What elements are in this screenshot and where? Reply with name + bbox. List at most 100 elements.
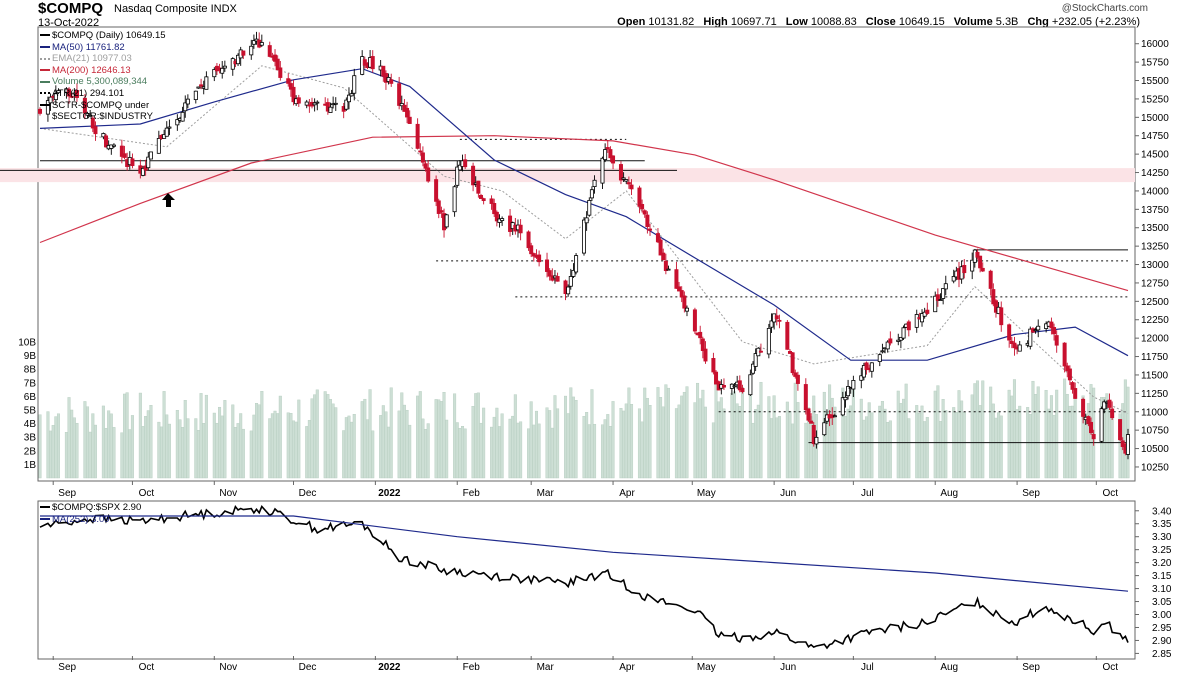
candle-body bbox=[1099, 408, 1104, 442]
candle-body bbox=[547, 270, 552, 277]
candle-body bbox=[286, 78, 291, 84]
volume-bar bbox=[474, 393, 478, 479]
volume-bar bbox=[1052, 414, 1056, 479]
volume-bar bbox=[1071, 405, 1075, 479]
brand-watermark: @StockCharts.com bbox=[1061, 3, 1148, 14]
date-tick-label: May bbox=[697, 488, 716, 499]
candle-body bbox=[1081, 398, 1086, 417]
volume-bar bbox=[286, 412, 290, 479]
ma50-line bbox=[39, 68, 1129, 361]
volume-bar bbox=[278, 395, 282, 479]
candle-body bbox=[74, 90, 79, 98]
volume-bar bbox=[352, 414, 356, 479]
volume-bar bbox=[994, 417, 998, 479]
volume-bar bbox=[120, 432, 124, 479]
ratio-tick-label: 3.00 bbox=[1152, 610, 1172, 621]
candle-body bbox=[405, 107, 410, 118]
legend-text: SCTR-$COMPQ under bbox=[52, 99, 150, 111]
volume-bar bbox=[439, 401, 443, 479]
volume-bar bbox=[461, 426, 465, 479]
candle-body bbox=[69, 95, 74, 98]
volume-bar bbox=[1015, 409, 1019, 479]
price-tick-label: 11750 bbox=[1141, 352, 1169, 363]
volume-bar bbox=[627, 387, 631, 479]
volume-bar bbox=[534, 410, 538, 479]
candle-body bbox=[90, 117, 95, 129]
price-tick-label: 12750 bbox=[1141, 278, 1169, 289]
volume-bar bbox=[231, 404, 235, 479]
candle-body bbox=[529, 245, 534, 255]
candle-body bbox=[267, 45, 272, 57]
candle-body bbox=[645, 214, 650, 228]
ratio-path bbox=[39, 504, 1129, 650]
candle-body bbox=[349, 93, 354, 97]
ratio-tick-label: 3.20 bbox=[1152, 558, 1172, 569]
volume-bar bbox=[276, 413, 280, 479]
candle-body bbox=[436, 200, 441, 214]
volume-bar bbox=[981, 380, 985, 479]
candle-body bbox=[420, 152, 425, 163]
date-tick-label: 2022 bbox=[378, 488, 401, 499]
volume-bar bbox=[548, 410, 552, 479]
ratio-line bbox=[39, 504, 1129, 650]
volume-bar bbox=[109, 413, 113, 479]
volume-bar bbox=[637, 408, 641, 479]
candle-body bbox=[196, 86, 201, 89]
legend-entry: SCTR-$COMPQ under bbox=[40, 100, 166, 112]
candle-body bbox=[236, 54, 241, 65]
volume-bar bbox=[630, 404, 634, 479]
volume-bar bbox=[379, 415, 383, 479]
candle-body bbox=[896, 339, 901, 342]
legend-text: ATR(21) 294.101 bbox=[52, 87, 125, 99]
volume-bar bbox=[1110, 416, 1114, 479]
volume-bar bbox=[331, 403, 335, 479]
volume-bar bbox=[933, 390, 937, 479]
volume-bar bbox=[939, 421, 943, 479]
candle-body bbox=[914, 314, 919, 328]
candle-body bbox=[1052, 327, 1057, 335]
volume-bar bbox=[527, 428, 531, 479]
date-tick-label: Oct bbox=[1103, 662, 1119, 673]
volume-bar bbox=[389, 387, 393, 479]
volume-bar bbox=[804, 422, 808, 479]
high-label: High bbox=[703, 16, 728, 28]
volume-bar bbox=[513, 394, 517, 479]
volume-bar bbox=[196, 430, 200, 479]
date-tick-label: Sep bbox=[58, 662, 76, 673]
candle-body bbox=[777, 319, 782, 322]
volume-bar bbox=[585, 412, 589, 479]
volume-bar bbox=[1073, 396, 1077, 479]
candle-body bbox=[537, 254, 542, 263]
chart-name: Nasdaq Composite INDX bbox=[114, 3, 237, 15]
candle-body bbox=[175, 119, 180, 126]
candle-body bbox=[476, 180, 481, 194]
volume-axis: 1B 2B 3B 4B 5B 6B 7B 8B 9B 10B bbox=[18, 338, 36, 471]
volume-bar bbox=[313, 394, 317, 479]
volume-bar bbox=[54, 416, 58, 479]
volume-bar bbox=[888, 420, 892, 479]
volume-bar bbox=[51, 425, 55, 479]
candle-body bbox=[140, 167, 145, 176]
candle-body bbox=[251, 40, 256, 45]
price-tick-label: 13250 bbox=[1141, 242, 1169, 253]
volume-bar bbox=[564, 395, 568, 479]
volume-bar bbox=[268, 418, 272, 479]
volume-bar bbox=[1047, 408, 1051, 479]
candle-body bbox=[774, 315, 779, 320]
price-tick-label: 15750 bbox=[1141, 58, 1169, 69]
volume-bar bbox=[199, 393, 203, 479]
volume-bar bbox=[490, 426, 494, 479]
candle-body bbox=[587, 200, 592, 216]
date-tick-label: Apr bbox=[619, 662, 635, 673]
open-value: 10131.82 bbox=[648, 16, 695, 28]
volume-bar bbox=[571, 396, 575, 479]
candle-body bbox=[1073, 388, 1078, 399]
volume-bar bbox=[788, 410, 792, 479]
volume-bar bbox=[289, 413, 293, 479]
candle-body bbox=[164, 127, 169, 137]
volume-bar bbox=[643, 387, 647, 479]
ma200-path bbox=[39, 135, 1129, 292]
candle-body bbox=[605, 147, 610, 150]
candle-body bbox=[452, 186, 457, 213]
